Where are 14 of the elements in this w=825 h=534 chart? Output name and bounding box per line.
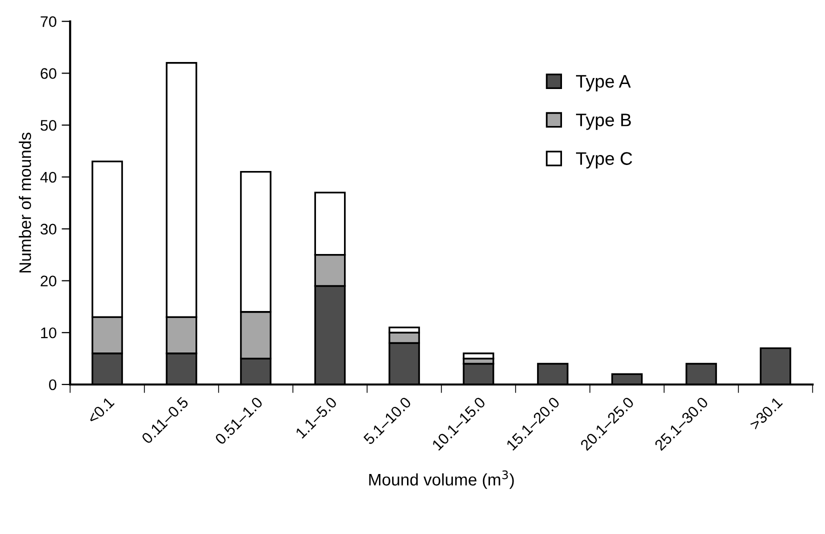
y-tick-label: 10 bbox=[41, 327, 56, 338]
y-tick-label: 0 bbox=[49, 379, 56, 390]
y-axis-title: Number of mounds bbox=[18, 132, 32, 272]
y-tick-label: 30 bbox=[40, 224, 56, 235]
legend-label: Type C bbox=[576, 152, 632, 169]
legend-label: Type B bbox=[576, 114, 631, 130]
legend-label: Type A bbox=[576, 75, 631, 92]
y-tick-label: 60 bbox=[40, 68, 56, 79]
y-tick-label: 70 bbox=[40, 16, 56, 28]
y-tick-label: 50 bbox=[40, 120, 56, 131]
y-tick-label: 20 bbox=[40, 276, 56, 286]
x-axis-title: Mound volume (m$^{3}$) bbox=[369, 470, 514, 489]
x-tick-label: <0.1 bbox=[86, 396, 115, 424]
y-tick-label: 40 bbox=[40, 172, 56, 183]
